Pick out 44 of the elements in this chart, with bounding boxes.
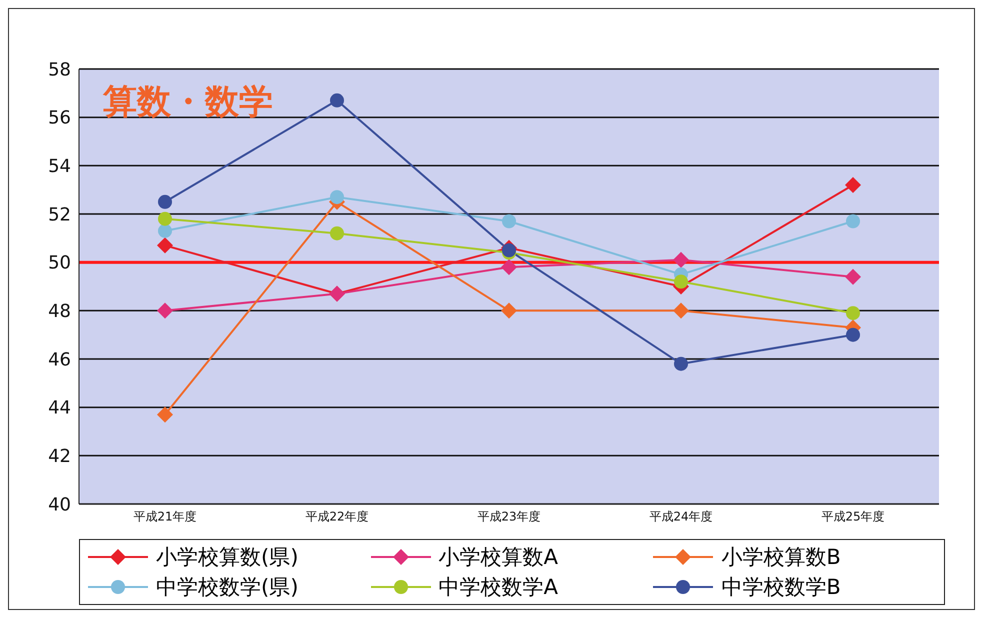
point [673,302,689,319]
y-tick-label: 42 [48,446,71,468]
legend-label: 小学校算数A [438,544,558,571]
point [330,190,344,204]
point [674,274,688,289]
legend-label: 小学校算数(県) [156,544,298,571]
point [157,237,173,254]
point [158,194,172,209]
point [501,259,517,276]
x-tick-label: 平成25年度 [821,510,885,524]
x-tick-label: 平成22年度 [305,510,369,524]
legend-label: 中学校数学B [721,574,841,601]
point [158,224,172,238]
legend-label: 小学校算数B [721,544,841,571]
point [502,243,516,258]
point [846,328,860,342]
y-tick-label: 40 [48,494,71,516]
y-tick-label: 50 [48,252,71,274]
point [157,302,173,319]
legend-label: 中学校数学A [438,574,558,601]
point [502,214,516,228]
y-tick-label: 52 [48,204,71,226]
legend-label: 中学校数学(県) [156,574,298,601]
y-tick-label: 58 [48,59,71,80]
point [501,302,517,319]
point [330,93,344,108]
y-tick-label: 46 [48,349,71,370]
y-tick-label: 56 [48,108,71,129]
y-tick-label: 44 [48,398,71,419]
point [673,252,689,268]
point [845,268,861,285]
point [674,356,688,371]
point [846,214,860,228]
chart-title: 算数・数学 [103,81,273,124]
x-tick-label: 平成21年度 [133,510,197,524]
point [846,306,860,320]
y-tick-label: 54 [48,156,71,178]
y-tick-label: 48 [48,301,71,322]
point [845,177,861,193]
point [157,406,173,423]
point [330,226,344,240]
x-tick-label: 平成23年度 [477,510,541,524]
point [158,212,172,226]
x-tick-label: 平成24年度 [649,510,713,524]
